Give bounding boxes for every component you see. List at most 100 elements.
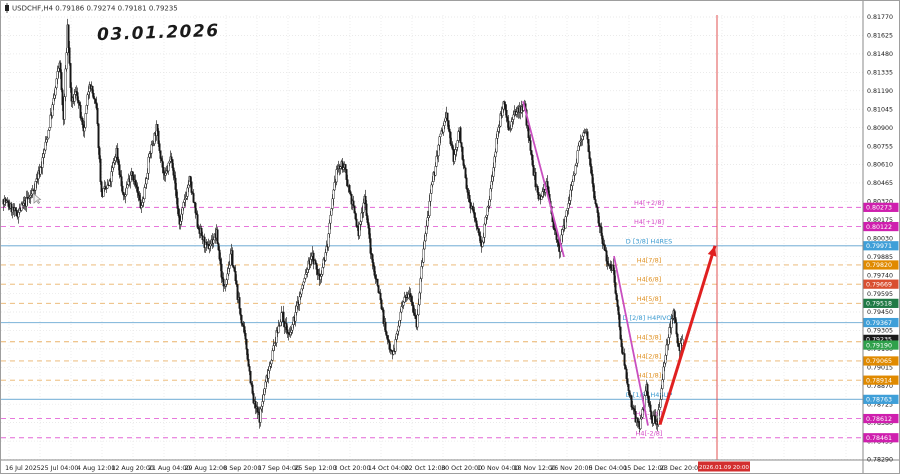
candle-body bbox=[344, 164, 347, 170]
candle-body bbox=[259, 408, 262, 423]
candle-body bbox=[295, 305, 298, 313]
candle-body bbox=[84, 113, 87, 128]
candle-body bbox=[431, 181, 434, 186]
candle-body bbox=[637, 420, 640, 423]
price-axis-label: 0.81045 bbox=[867, 106, 893, 113]
candle-body bbox=[280, 312, 283, 323]
candle-body bbox=[279, 321, 282, 326]
candle-body bbox=[221, 276, 224, 280]
level-label: H4[1/8] bbox=[637, 372, 662, 380]
candle-body bbox=[231, 250, 234, 266]
candle-body bbox=[619, 326, 622, 340]
candle-body bbox=[147, 156, 150, 174]
candle-body bbox=[541, 191, 544, 197]
candle-body bbox=[330, 208, 333, 216]
candle-body bbox=[647, 395, 650, 403]
candle-body bbox=[495, 138, 498, 153]
candle-body bbox=[196, 214, 199, 228]
level-price-tag-text: 0.78461 bbox=[866, 435, 892, 442]
candle-body bbox=[447, 120, 450, 130]
candle-body bbox=[482, 237, 485, 243]
candle-body bbox=[209, 243, 212, 247]
candle-body bbox=[63, 96, 66, 120]
candle-body bbox=[7, 201, 10, 207]
time-axis-label: 3 Oct 20:00 bbox=[333, 465, 370, 472]
candle-body bbox=[402, 301, 405, 306]
level-price-tag bbox=[863, 433, 899, 443]
candle-body bbox=[22, 203, 25, 206]
price-axis-label: 0.80900 bbox=[867, 125, 893, 132]
price-axis-label: 0.79450 bbox=[867, 309, 893, 316]
candle-body bbox=[192, 193, 195, 203]
candle-body bbox=[180, 213, 183, 222]
order-price-tag bbox=[863, 340, 899, 350]
candle-body bbox=[220, 263, 223, 278]
candle-body bbox=[552, 221, 555, 229]
time-axis[interactable] bbox=[1, 460, 900, 474]
level-price-tag-text: 0.79820 bbox=[866, 262, 892, 269]
trendline-down-2[interactable] bbox=[613, 255, 649, 426]
candle-body bbox=[64, 68, 67, 97]
candle-body bbox=[168, 160, 171, 164]
price-axis-label: 0.78870 bbox=[867, 383, 893, 390]
candle-body bbox=[397, 325, 400, 332]
level-label: H4[3/8] bbox=[637, 333, 662, 341]
candle-body bbox=[360, 212, 363, 222]
candle-body bbox=[261, 401, 264, 407]
candle-body bbox=[299, 293, 302, 298]
candle-body bbox=[186, 187, 189, 197]
price-axis-label: 0.81190 bbox=[867, 88, 893, 95]
candle-body bbox=[592, 183, 595, 192]
candle-body bbox=[564, 216, 567, 229]
candle-body bbox=[587, 139, 590, 152]
level-price-tag-text: 0.79518 bbox=[866, 301, 892, 308]
level-price-tag bbox=[863, 375, 899, 385]
candle-body bbox=[224, 284, 227, 287]
candle-body bbox=[113, 160, 116, 164]
candle-body bbox=[652, 415, 655, 424]
candle-body bbox=[633, 408, 636, 412]
candle-body bbox=[435, 155, 438, 167]
candle-body bbox=[95, 102, 98, 109]
candle-body bbox=[612, 264, 615, 271]
candle-body bbox=[17, 212, 20, 218]
candle-body bbox=[412, 305, 415, 314]
candle-body bbox=[430, 184, 433, 194]
projection-arrow[interactable] bbox=[658, 245, 717, 425]
candle-body bbox=[416, 314, 419, 328]
drawn-objects-layer bbox=[522, 15, 718, 460]
candle-body bbox=[345, 169, 348, 180]
candle-body bbox=[327, 233, 330, 248]
candle-body bbox=[91, 85, 94, 94]
candle-body bbox=[316, 269, 319, 275]
trendline-down-1[interactable] bbox=[522, 101, 565, 258]
candle-body bbox=[510, 121, 513, 129]
price-axis-label: 0.80320 bbox=[867, 199, 893, 206]
price-axis-label: 0.79305 bbox=[867, 328, 893, 335]
candle-body bbox=[124, 194, 127, 197]
candle-body bbox=[31, 189, 34, 195]
candle-body bbox=[439, 133, 442, 137]
candle-body bbox=[581, 135, 584, 140]
level-price-tag bbox=[863, 356, 899, 366]
price-axis-label: 0.79595 bbox=[867, 291, 893, 298]
mouse-cursor-icon bbox=[33, 193, 42, 205]
candle-body bbox=[251, 384, 254, 394]
candle-body bbox=[121, 185, 124, 193]
candle-body bbox=[331, 198, 334, 209]
candle-body bbox=[481, 241, 484, 247]
price-axis[interactable] bbox=[863, 1, 900, 474]
candle-body bbox=[600, 226, 603, 237]
candle-body bbox=[247, 359, 250, 367]
candle-body bbox=[448, 128, 451, 133]
candle-body bbox=[285, 323, 288, 330]
candle-body bbox=[419, 278, 422, 294]
candle-body bbox=[256, 406, 259, 413]
candle-body bbox=[45, 139, 48, 143]
candle-body bbox=[490, 181, 493, 189]
candle-body bbox=[15, 209, 18, 216]
candle-body bbox=[59, 62, 62, 73]
candle-body bbox=[528, 137, 531, 141]
candle-body bbox=[144, 183, 147, 188]
